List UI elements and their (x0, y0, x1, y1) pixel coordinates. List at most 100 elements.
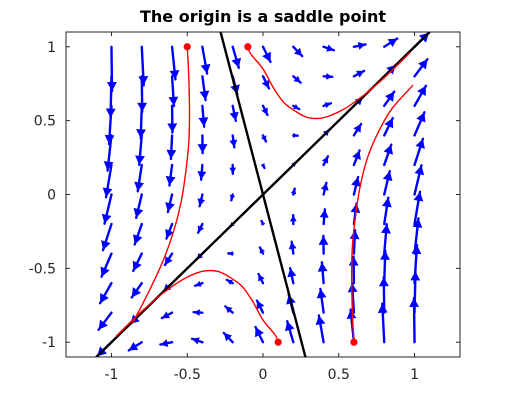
vector-arrow (227, 251, 234, 257)
axis-ticks (66, 32, 460, 357)
vector-arrow (130, 281, 143, 299)
vector-arrow (349, 228, 360, 255)
x-tick-label: 0 (259, 367, 268, 383)
vector-arrow (413, 190, 424, 226)
vector-arrow (413, 164, 425, 196)
vector-arrow (287, 267, 297, 285)
vector-arrow (200, 45, 211, 75)
vector-arrow (137, 75, 148, 113)
vector-arrow (133, 222, 143, 246)
vector-arrow (292, 45, 304, 58)
vector-arrow (257, 272, 265, 285)
vector-arrow (134, 163, 144, 193)
vector-arrow (166, 134, 177, 161)
x-tick-label: -0.5 (174, 367, 201, 383)
initial-points (183, 43, 358, 346)
vector-arrow (163, 252, 174, 267)
vector-arrow (255, 299, 265, 314)
vector-arrow (254, 325, 265, 344)
vector-arrow (132, 252, 143, 273)
initial-point (274, 338, 282, 346)
vector-arrow (231, 45, 242, 69)
vector-arrow (413, 137, 425, 167)
vector-arrow (292, 132, 299, 138)
vector-arrow (383, 143, 393, 167)
vector-arrow (317, 261, 328, 285)
vector-arrow (352, 41, 367, 50)
vector-arrow (413, 58, 429, 78)
vector-arrow (383, 37, 399, 48)
y-tick-label: 0.5 (34, 114, 56, 130)
x-tick-label: 1 (410, 367, 419, 383)
vector-arrow (169, 45, 180, 81)
vector-arrow (351, 175, 361, 196)
vector-arrow (198, 104, 209, 128)
trajectory-curve (247, 46, 411, 120)
vector-arrow (225, 278, 234, 286)
vector-arrow (197, 134, 208, 155)
axis-tick-labels: -1 -0.5 0 0.5 1 -1 -0.5 0 0.5 1 (29, 40, 419, 383)
x-tick-label: -1 (104, 367, 118, 383)
vector-arrow (165, 163, 176, 187)
initial-point (350, 338, 358, 346)
vector-arrow (383, 90, 396, 108)
vector-arrow (322, 102, 333, 109)
vector-arrow (382, 196, 392, 226)
vector-arrow (102, 163, 113, 199)
vector-arrow (190, 337, 204, 345)
vector-arrow (315, 314, 326, 344)
chart-title: The origin is a saddle point (140, 7, 386, 26)
vector-arrow (352, 122, 363, 137)
y-tick-label: -0.5 (29, 261, 56, 277)
vector-arrow (289, 213, 297, 226)
vector-arrow (320, 181, 329, 196)
vector-arrow (229, 134, 238, 149)
vector-arrow (135, 134, 145, 167)
vector-arrow (133, 193, 144, 220)
vector-arrow (260, 134, 268, 143)
vector-arrow (127, 341, 143, 352)
vector-arrow (222, 331, 234, 344)
trajectory-curve (132, 46, 191, 324)
vector-arrow (380, 249, 390, 285)
y-tick-label: -1 (42, 335, 56, 351)
y-tick-label: 0 (47, 188, 56, 204)
vector-arrow (224, 305, 234, 314)
vector-arrow (288, 240, 297, 255)
trajectory-curves (115, 46, 414, 343)
vector-arrow (165, 222, 174, 240)
vector-arrow (197, 193, 206, 208)
vector-arrow (316, 287, 327, 314)
vector-arrow (284, 320, 295, 344)
vector-arrow (229, 193, 236, 202)
vector-arrow (292, 103, 301, 111)
vector-arrow (168, 75, 179, 108)
vector-arrow (159, 339, 174, 348)
vector-arrow (138, 45, 149, 87)
vector-arrow (261, 75, 271, 90)
vector-arrow (98, 281, 113, 305)
vector-arrow (318, 234, 329, 255)
vector-arrow (412, 217, 423, 255)
initial-point (244, 43, 252, 51)
vector-arrow (197, 163, 207, 181)
vector-arrow (381, 222, 391, 255)
vector-arrow (322, 73, 334, 80)
vector-arrow (258, 246, 266, 255)
vector-arrow (260, 219, 266, 226)
vector-arrow (383, 116, 394, 137)
vector-arrow (192, 309, 204, 316)
trajectory-curve (350, 84, 414, 343)
vector-arrow (382, 169, 393, 196)
vector-arrow (199, 75, 210, 102)
vector-arrow (160, 311, 174, 320)
initial-point (183, 43, 191, 51)
vector-arrow (193, 280, 204, 287)
vector-arrow (165, 193, 175, 214)
vector-arrow (261, 45, 272, 64)
vector-arrow (97, 311, 113, 331)
vector-arrow (101, 222, 113, 252)
vector-arrow (290, 187, 297, 196)
eigenvector-line (219, 32, 307, 357)
